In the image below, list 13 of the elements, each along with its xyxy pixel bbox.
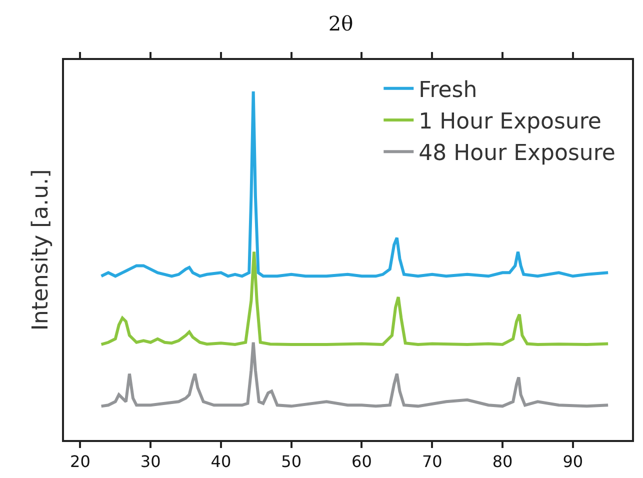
x-tick-label: 70 [422,452,442,472]
legend-label: 48 Hour Exposure [418,141,616,166]
x-tick-label: 30 [140,452,161,472]
x-tick-label: 20 [70,452,90,472]
x-tick-label: 90 [562,452,584,472]
chart-title: 2θ [328,12,354,36]
legend-label: 1 Hour Exposure [418,110,602,135]
x-tick-label: 60 [352,452,372,472]
x-tick-label: 80 [492,452,513,472]
legend-label: Fresh [418,78,478,103]
x-tick-label: 50 [281,452,302,472]
x-tick-label: 40 [210,452,232,472]
y-axis-title: Intensity [a.u.] [28,169,54,331]
